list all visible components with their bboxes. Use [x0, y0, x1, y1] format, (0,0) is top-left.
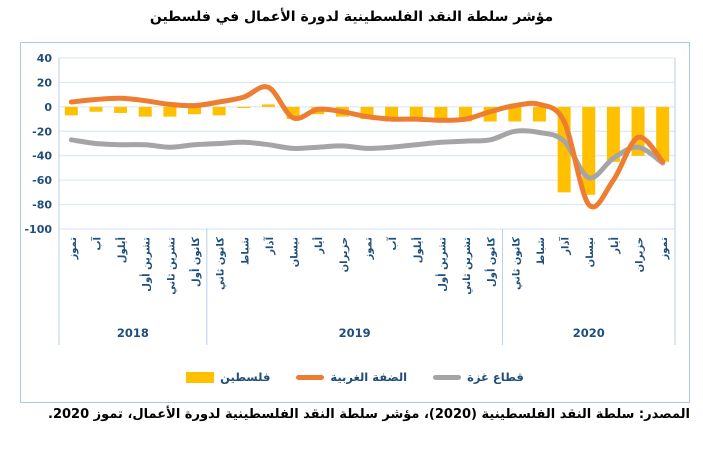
month-label: نيسان	[290, 237, 301, 267]
bar-فلسطين	[582, 106, 596, 195]
bar-فلسطين	[606, 106, 620, 162]
y-axis-tick-label: 20	[37, 76, 53, 89]
month-label: أيار	[608, 237, 621, 255]
month-label: كانون أول	[485, 237, 498, 287]
bar-فلسطين	[163, 106, 177, 117]
year-label: 2019	[339, 326, 371, 340]
year-label: 2018	[117, 326, 149, 340]
y-axis-tick-label: 0	[44, 101, 52, 114]
line-الضفة الغربية	[68, 84, 666, 210]
legend: فلسطين الضفة الغربية قطاع غزة	[21, 370, 689, 384]
bar-فلسطين	[138, 106, 152, 117]
legend-label-palestine: فلسطين	[220, 370, 271, 384]
chart-title: مؤشر سلطة النقد الفلسطينية لدورة الأعمال…	[149, 9, 554, 25]
chart-canvas: 40 20 0 -20 -40 -60 -80 -100 2018 2019 2020 تموز آب أ…	[24, 52, 676, 345]
month-label: نيسان	[585, 237, 596, 267]
bar-فلسطين	[237, 106, 251, 109]
source-citation: المصدر: سلطة النقد الفلسطينية (2020)، مؤ…	[48, 407, 690, 422]
line-قطاع غزة	[68, 128, 666, 181]
month-label: آذار	[263, 236, 276, 255]
y-axis-tick-label: -80	[32, 199, 52, 212]
legend-label-west-bank: الضفة الغربية	[330, 370, 408, 384]
bar-فلسطين	[89, 106, 103, 112]
legend-item-gaza: قطاع غزة	[433, 370, 524, 384]
year-label: 2020	[573, 326, 605, 340]
month-label: آب	[90, 236, 103, 250]
month-label: كانون ثاني	[511, 237, 522, 290]
y-axis-tick-label: -60	[32, 174, 52, 187]
month-label: شباط	[536, 237, 547, 265]
month-label: تشرين أول	[435, 237, 448, 292]
month-label: حزيران	[635, 237, 646, 272]
y-axis-tick-label: -100	[24, 223, 52, 236]
bar-فلسطين	[532, 106, 546, 122]
month-label: أيار	[312, 237, 325, 255]
month-label: حزيران	[339, 237, 350, 272]
month-label: كانون ثاني	[216, 237, 227, 290]
legend-item-west-bank: الضفة الغربية	[296, 370, 407, 384]
bar-فلسطين	[261, 104, 275, 107]
month-label: آب	[386, 236, 399, 250]
bar-فلسطين	[114, 106, 128, 113]
month-label: تشرين أول	[140, 237, 153, 292]
legend-label-gaza: قطاع غزة	[467, 370, 524, 384]
chart-area: 40 20 0 -20 -40 -60 -80 -100 2018 2019 2020 تموز آب أ…	[20, 42, 690, 403]
y-axis-tick-label: -40	[32, 150, 52, 163]
month-label: كانون أول	[189, 237, 202, 287]
month-label: تموز	[364, 237, 375, 261]
month-label: آذار	[559, 236, 572, 255]
month-label: تموز	[659, 237, 670, 261]
bar-فلسطين	[212, 106, 226, 116]
legend-swatch-palestine-bar	[186, 371, 215, 383]
bar-فلسطين	[656, 106, 670, 162]
month-label: تشرين ثاني	[166, 237, 177, 295]
bar-فلسطين	[64, 106, 78, 116]
legend-swatch-gaza-line	[433, 374, 462, 380]
month-label: تموز	[68, 237, 79, 261]
month-label: أيلول	[411, 237, 424, 263]
bar-فلسطين	[508, 106, 522, 122]
y-axis-tick-label: -20	[32, 125, 52, 138]
y-axis-tick-label: 40	[37, 52, 53, 65]
month-label: أيلول	[115, 237, 128, 263]
bar-فلسطين	[188, 106, 202, 115]
legend-swatch-west-bank-line	[296, 374, 325, 380]
legend-item-palestine: فلسطين	[186, 370, 270, 384]
month-label: تشرين ثاني	[462, 237, 473, 295]
month-label: شباط	[240, 237, 251, 265]
